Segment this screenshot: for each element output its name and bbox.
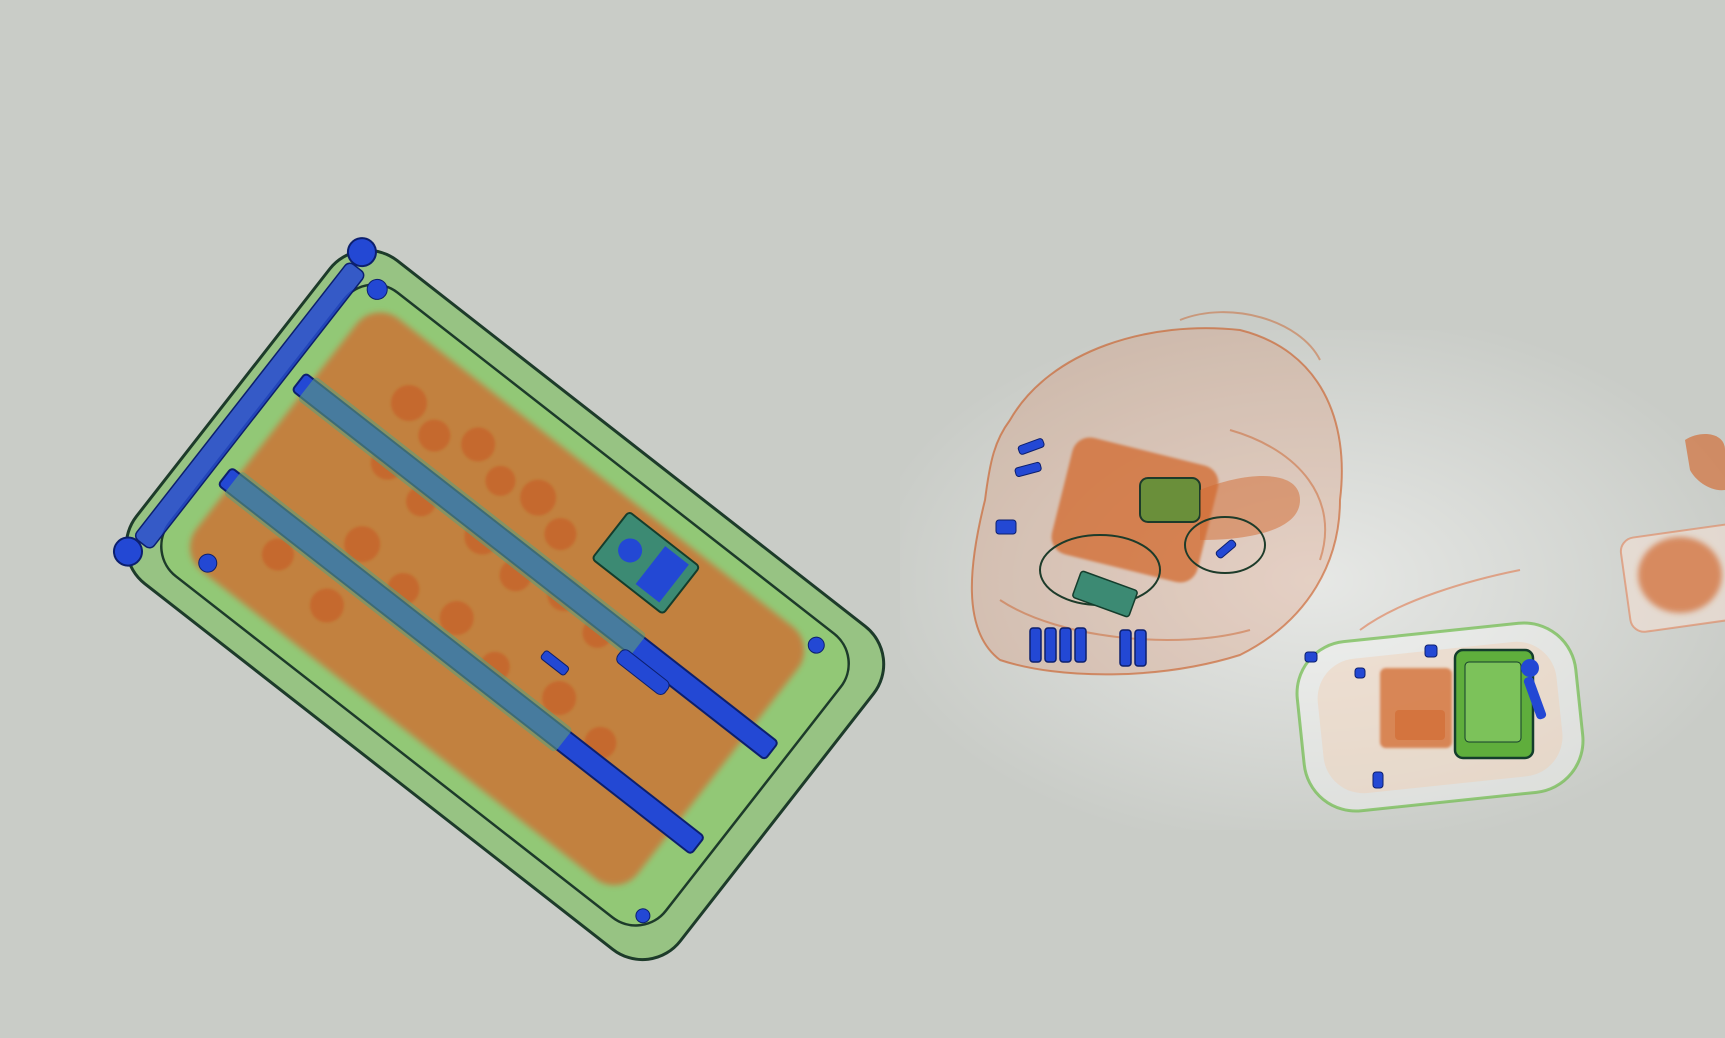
small-bag — [1295, 569, 1585, 813]
backpack-pouch — [1051, 437, 1219, 583]
backpack — [970, 311, 1343, 676]
backpack-green-item — [1139, 477, 1201, 523]
suitcase-rail-channel-2 — [225, 472, 572, 752]
suitcase-clothes — [190, 312, 805, 886]
suitcase-circuit-board — [592, 512, 700, 614]
suitcase — [112, 237, 886, 962]
suitcase-wheels — [112, 237, 377, 567]
partial-item-right-edge — [1619, 434, 1725, 633]
suitcase-handle-frame — [134, 262, 365, 549]
belt-glow — [900, 330, 1725, 830]
backpack-batteries — [1029, 627, 1147, 667]
suitcase-rail-channel-1 — [299, 377, 646, 657]
